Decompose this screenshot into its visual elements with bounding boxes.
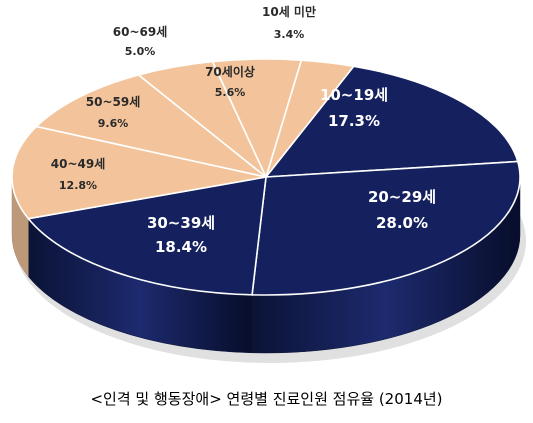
slice-label-7: 70세이상	[205, 64, 255, 79]
pie-slice-1	[264, 65, 519, 178]
slice-label-4: 40~49세	[51, 156, 106, 171]
slice-value-6: 5.0%	[125, 45, 156, 58]
slice-label-2: 20~29세	[368, 188, 436, 206]
chart-caption: <인격 및 행동장애> 연령별 진료인원 점유율 (2014년)	[90, 390, 443, 408]
slice-value-1: 17.3%	[328, 112, 380, 130]
slice-value-3: 18.4%	[155, 238, 207, 256]
pie-slice-7	[211, 58, 303, 180]
slice-label-0: 10세 미만	[262, 4, 316, 19]
slice-label-3: 30~39세	[147, 214, 215, 232]
slice-value-7: 5.6%	[215, 86, 246, 99]
pie-slice-4	[11, 125, 267, 220]
pie-slice-2	[251, 160, 521, 296]
pie-chart: 10세 미만 3.4% 10~19세 17.3% 20~29세 28.0% 30~39세 18…	[11, 4, 526, 363]
slice-value-5: 9.6%	[98, 117, 129, 130]
slice-value-4: 12.8%	[59, 179, 97, 192]
slice-label-5: 50~59세	[86, 94, 141, 109]
slice-label-6: 60~69세	[113, 24, 168, 39]
slice-value-0: 3.4%	[274, 28, 305, 41]
slice-label-1: 10~19세	[320, 86, 388, 104]
pie-slice-3	[26, 176, 267, 296]
pie-slice-5	[34, 74, 267, 178]
slice-value-2: 28.0%	[376, 214, 428, 232]
